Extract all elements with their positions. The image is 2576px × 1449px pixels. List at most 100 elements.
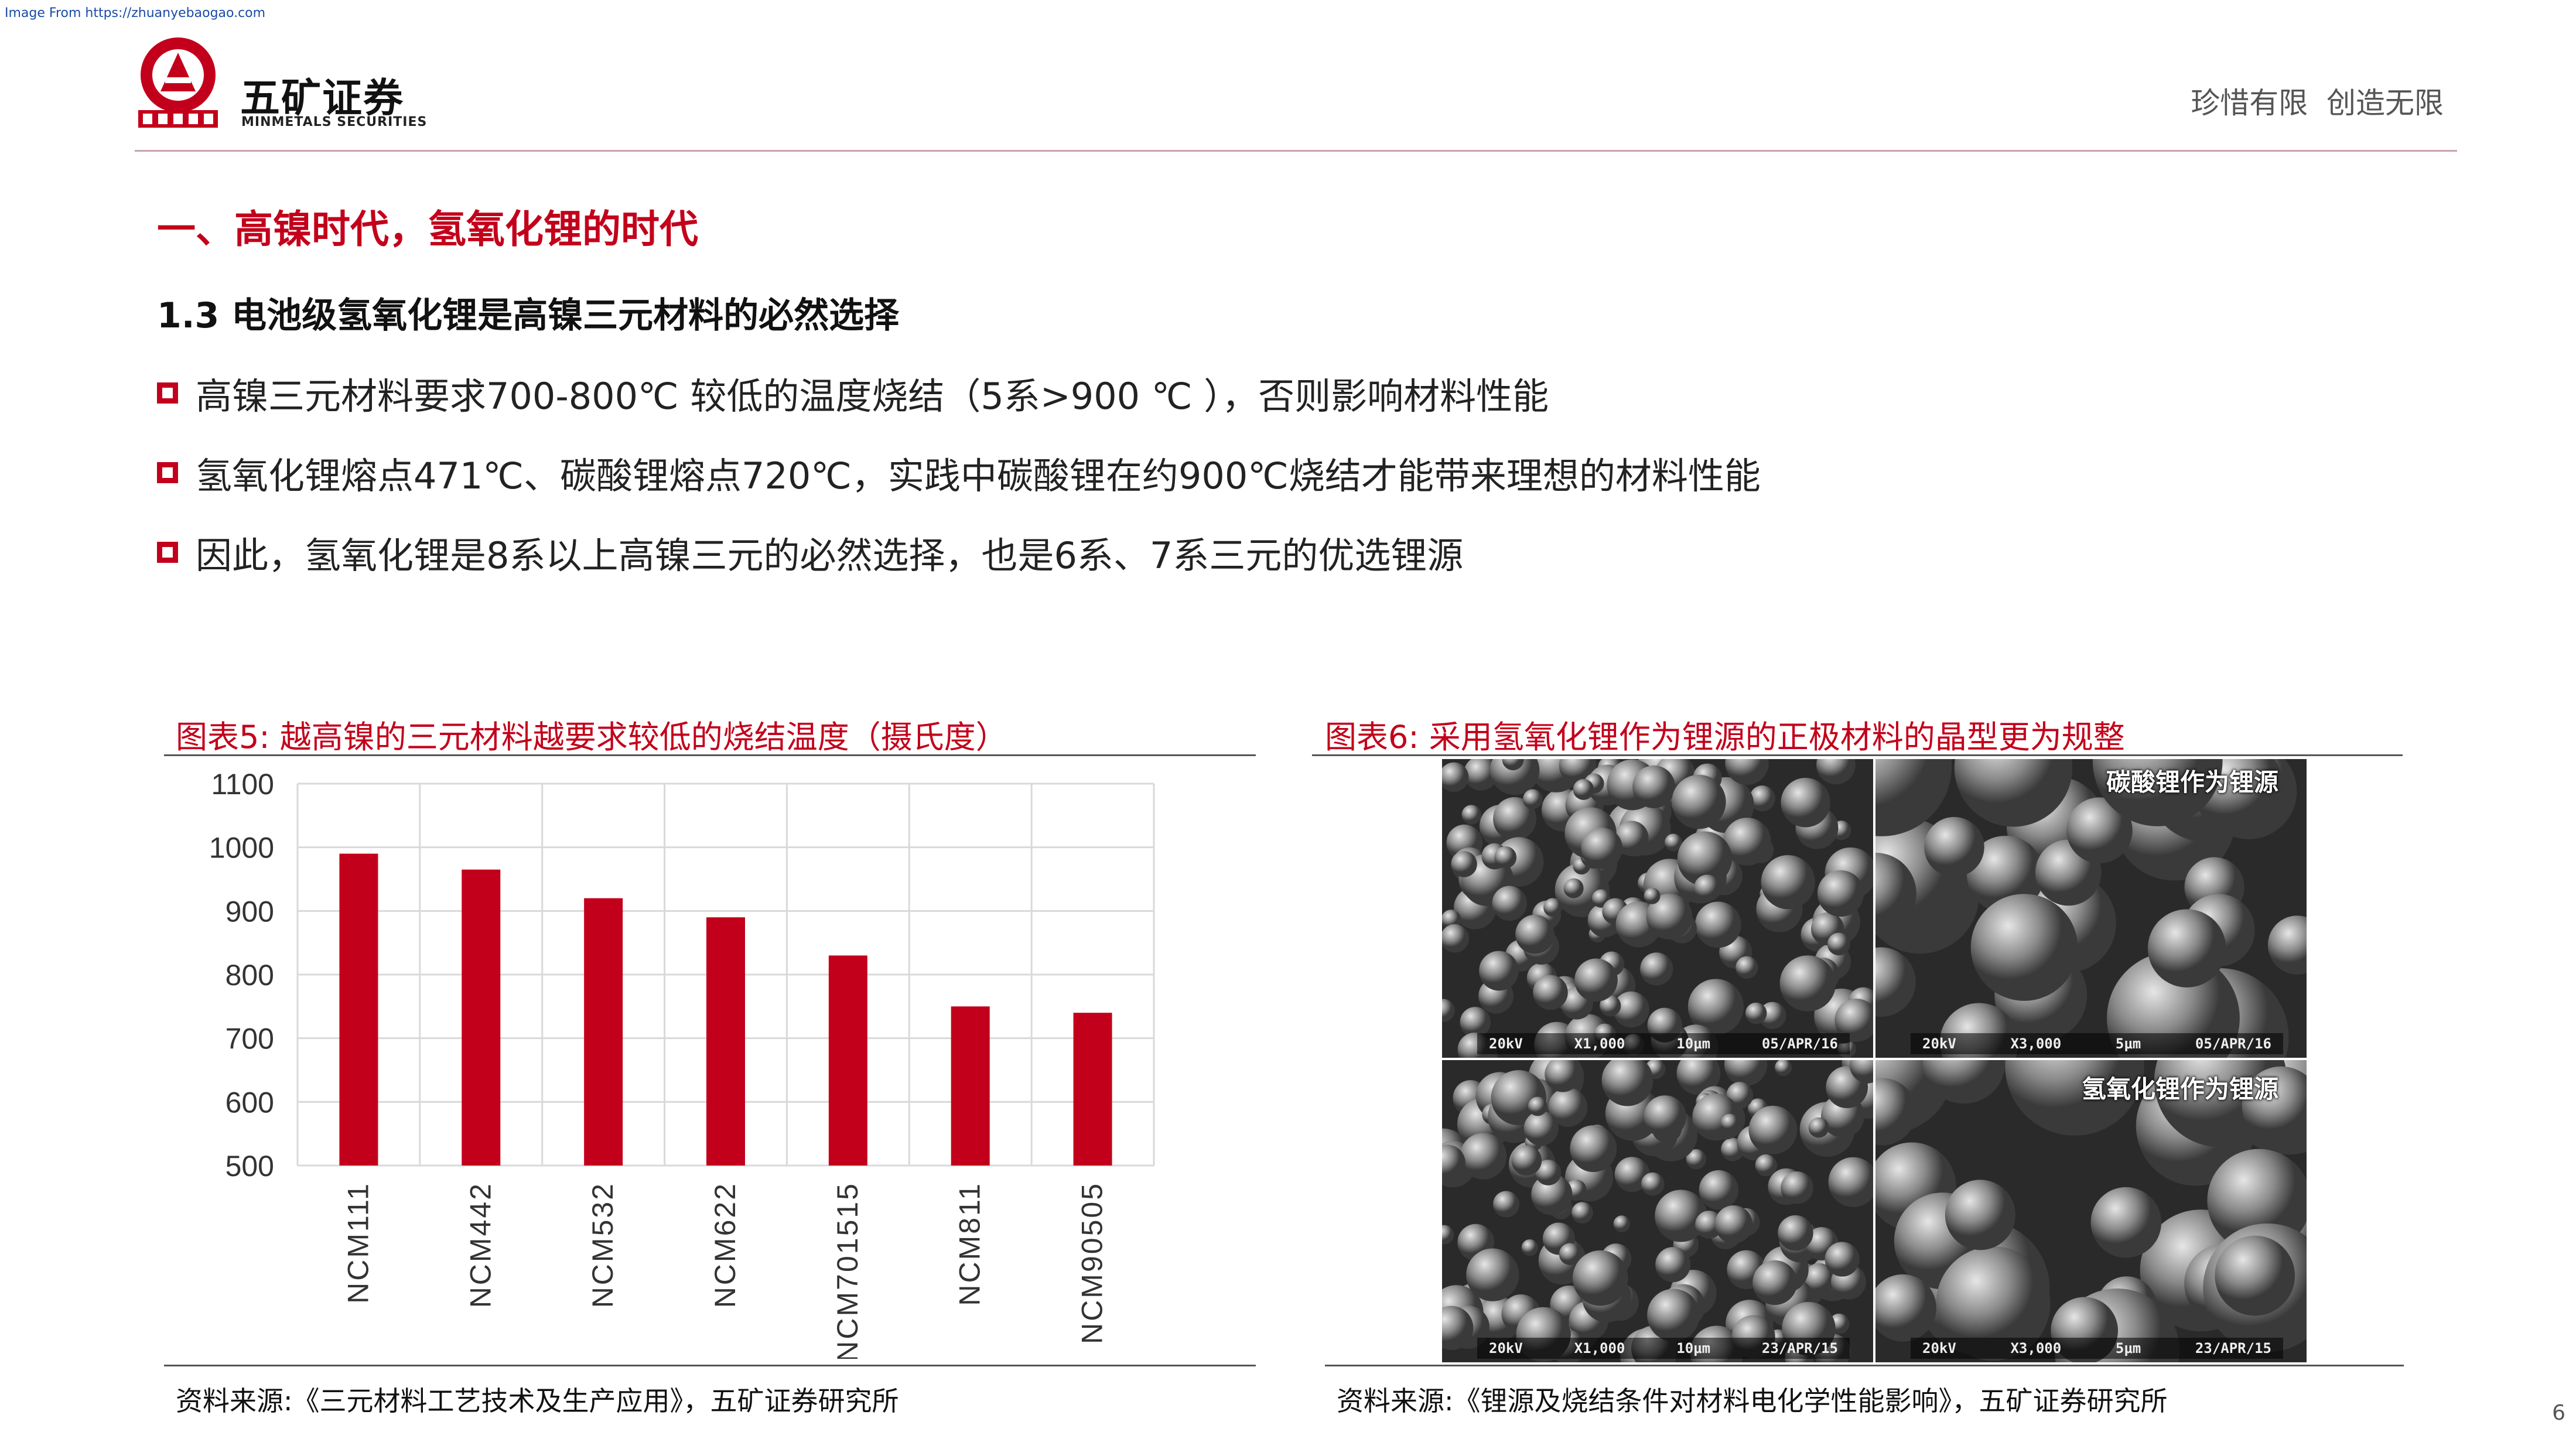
figure6-title: 图表6: 采用氢氧化锂作为锂源的正极材料的晶型更为规整 bbox=[1325, 719, 2125, 756]
sem-scalebar: 20kV X1,000 10μm 23/APR/15 bbox=[1477, 1338, 1850, 1359]
sem-particle bbox=[1581, 827, 1623, 869]
x-tick-label: NCM532 bbox=[586, 1182, 619, 1308]
brand-subtitle: MINMETALS SECURITIES bbox=[241, 115, 428, 129]
sem-particle bbox=[1677, 831, 1733, 886]
sem-particle bbox=[1875, 1274, 1936, 1342]
sem-particle bbox=[1613, 1215, 1631, 1232]
sem-particle bbox=[1442, 1306, 1474, 1350]
bar bbox=[1073, 1013, 1112, 1166]
sem-particle bbox=[1644, 1095, 1687, 1138]
sem-particle bbox=[1563, 878, 1584, 898]
sem-particle bbox=[1945, 1180, 2015, 1250]
sem-particle bbox=[1535, 1159, 1562, 1185]
sem-particle bbox=[1489, 759, 1540, 795]
sem-particle bbox=[2267, 915, 2307, 975]
sem-particle bbox=[1779, 955, 1836, 1011]
sem-particle bbox=[1694, 874, 1721, 901]
sem-particle bbox=[2005, 1060, 2144, 1136]
sem-particle bbox=[1761, 855, 1815, 910]
sem-particle bbox=[1808, 1117, 1829, 1138]
sem-particle bbox=[1875, 852, 1916, 935]
sem-particle bbox=[1970, 894, 2078, 1001]
sem-particle bbox=[1613, 991, 1649, 1028]
sem-label-lithium-hydroxide: 氢氧化锂作为锂源 bbox=[2081, 1075, 2278, 1103]
sem-particle bbox=[1464, 759, 1498, 791]
sem-particle bbox=[1493, 797, 1537, 841]
sem-particle bbox=[1687, 979, 1744, 1035]
sem-particle bbox=[1461, 805, 1482, 825]
sem-particle bbox=[1875, 947, 1916, 1017]
sem-particle bbox=[1641, 1172, 1665, 1196]
sem-particle bbox=[1745, 1002, 1767, 1024]
y-tick-label: 700 bbox=[226, 1023, 274, 1055]
sem-image: 20kV X1,000 10μm 23/APR/15 bbox=[1442, 1060, 1873, 1362]
sem-particle bbox=[1574, 958, 1618, 1002]
sem-particle bbox=[1545, 1060, 1581, 1092]
figure6-bottom-rule bbox=[1325, 1365, 2404, 1366]
bar bbox=[951, 1006, 990, 1166]
sem-particle bbox=[1632, 765, 1676, 808]
sem-particle bbox=[1755, 1154, 1778, 1177]
sem-particle bbox=[1614, 821, 1649, 855]
sem-particle bbox=[1523, 789, 1543, 809]
sem-particle bbox=[1647, 1289, 1700, 1342]
sem-particle bbox=[1724, 1060, 1768, 1086]
logo-emblem-icon bbox=[138, 37, 218, 128]
sem-particle bbox=[1646, 893, 1693, 940]
sem-particle bbox=[1720, 1113, 1740, 1132]
sem-particle bbox=[1672, 774, 1726, 829]
sem-particle bbox=[1511, 1145, 1542, 1176]
checkbox-square-icon bbox=[157, 542, 178, 563]
sem-particle bbox=[1817, 870, 1864, 917]
sem-particle bbox=[1694, 901, 1741, 948]
sem-particle bbox=[1573, 779, 1594, 800]
sem-particle bbox=[1451, 851, 1477, 877]
sem-particle bbox=[1614, 1157, 1650, 1192]
sem-particle bbox=[1466, 1248, 1519, 1301]
sem-particle bbox=[1665, 833, 1683, 852]
sub-title: 1.3 电池级氢氧化锂是高镍三元材料的必然选择 bbox=[157, 295, 900, 336]
sem-particle bbox=[2090, 1187, 2162, 1258]
sem-particle bbox=[1494, 846, 1517, 869]
x-tick-label: NCM701515 bbox=[831, 1182, 864, 1359]
sem-particle bbox=[1816, 759, 1856, 785]
sem-scalebar: 20kV X3,000 5μm 05/APR/16 bbox=[1911, 1033, 2283, 1054]
sem-particle bbox=[1442, 924, 1470, 953]
x-tick-label: NCM111 bbox=[341, 1182, 374, 1304]
sem-particle bbox=[1655, 1190, 1707, 1242]
sem-scalebar: 20kV X1,000 10μm 05/APR/16 bbox=[1477, 1033, 1850, 1054]
sem-particle bbox=[1521, 1239, 1539, 1256]
source-note: Image From https://zhuanyebaogao.com bbox=[5, 6, 266, 20]
sem-particle bbox=[1528, 1096, 1547, 1116]
sem-particle bbox=[1601, 1060, 1653, 1106]
sem-particle bbox=[1460, 1133, 1507, 1180]
sem-particle bbox=[2242, 1066, 2307, 1145]
sem-particle bbox=[1875, 759, 1952, 836]
sem-particle bbox=[1571, 1202, 1593, 1224]
bar bbox=[706, 917, 745, 1166]
bar bbox=[828, 955, 867, 1166]
sem-particle bbox=[1749, 785, 1775, 812]
sem-particle bbox=[1781, 778, 1830, 828]
y-tick-label: 1000 bbox=[209, 832, 274, 864]
sem-particle bbox=[1479, 951, 1519, 991]
y-tick-label: 1100 bbox=[211, 768, 274, 801]
section-title: 一、高镍时代，氢氧化锂的时代 bbox=[157, 207, 698, 252]
figure6-source: 资料来源:《锂源及烧结条件对材料电化学性能影响》，五矿证券研究所 bbox=[1337, 1385, 2168, 1417]
sem-particle bbox=[2066, 797, 2133, 864]
sem-particle bbox=[1655, 1247, 1691, 1283]
figure6-top-rule bbox=[1312, 754, 2403, 756]
bullet-item: 高镍三元材料要求700-800℃ 较低的温度烧结（5系>900 ℃ ），否则影响… bbox=[157, 367, 1549, 419]
y-tick-label: 900 bbox=[226, 895, 274, 928]
checkbox-square-icon bbox=[157, 462, 178, 483]
bar bbox=[462, 869, 501, 1166]
sem-particle bbox=[1442, 1225, 1454, 1245]
sem-particle bbox=[1572, 1250, 1628, 1306]
sem-particle bbox=[1600, 995, 1621, 1017]
x-tick-label: NCM811 bbox=[954, 1182, 986, 1306]
bar bbox=[339, 853, 378, 1166]
checkbox-square-icon bbox=[157, 382, 178, 404]
bar-chart: 500 600 700 800 900 1000 1100 NCM111 NCM442 NCM53… bbox=[209, 768, 1155, 1359]
figure5-source: 资料来源:《三元材料工艺技术及生产应用》，五矿证券研究所 bbox=[176, 1385, 899, 1417]
sem-particle bbox=[1442, 1144, 1465, 1181]
